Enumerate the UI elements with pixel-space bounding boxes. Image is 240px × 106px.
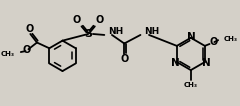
Text: N: N (202, 58, 211, 68)
Text: S: S (84, 29, 92, 39)
Text: O: O (120, 54, 128, 64)
Text: CH₃: CH₃ (184, 82, 198, 88)
Text: O: O (73, 15, 81, 25)
Text: NH: NH (108, 27, 123, 36)
Text: N: N (171, 58, 179, 68)
Text: CH₃: CH₃ (224, 36, 238, 42)
Text: O: O (22, 45, 31, 55)
Text: NH: NH (144, 27, 160, 36)
Text: O: O (25, 24, 34, 34)
Text: N: N (187, 32, 196, 42)
Text: O: O (96, 15, 104, 25)
Text: CH₃: CH₃ (0, 51, 14, 57)
Text: O: O (209, 37, 217, 47)
